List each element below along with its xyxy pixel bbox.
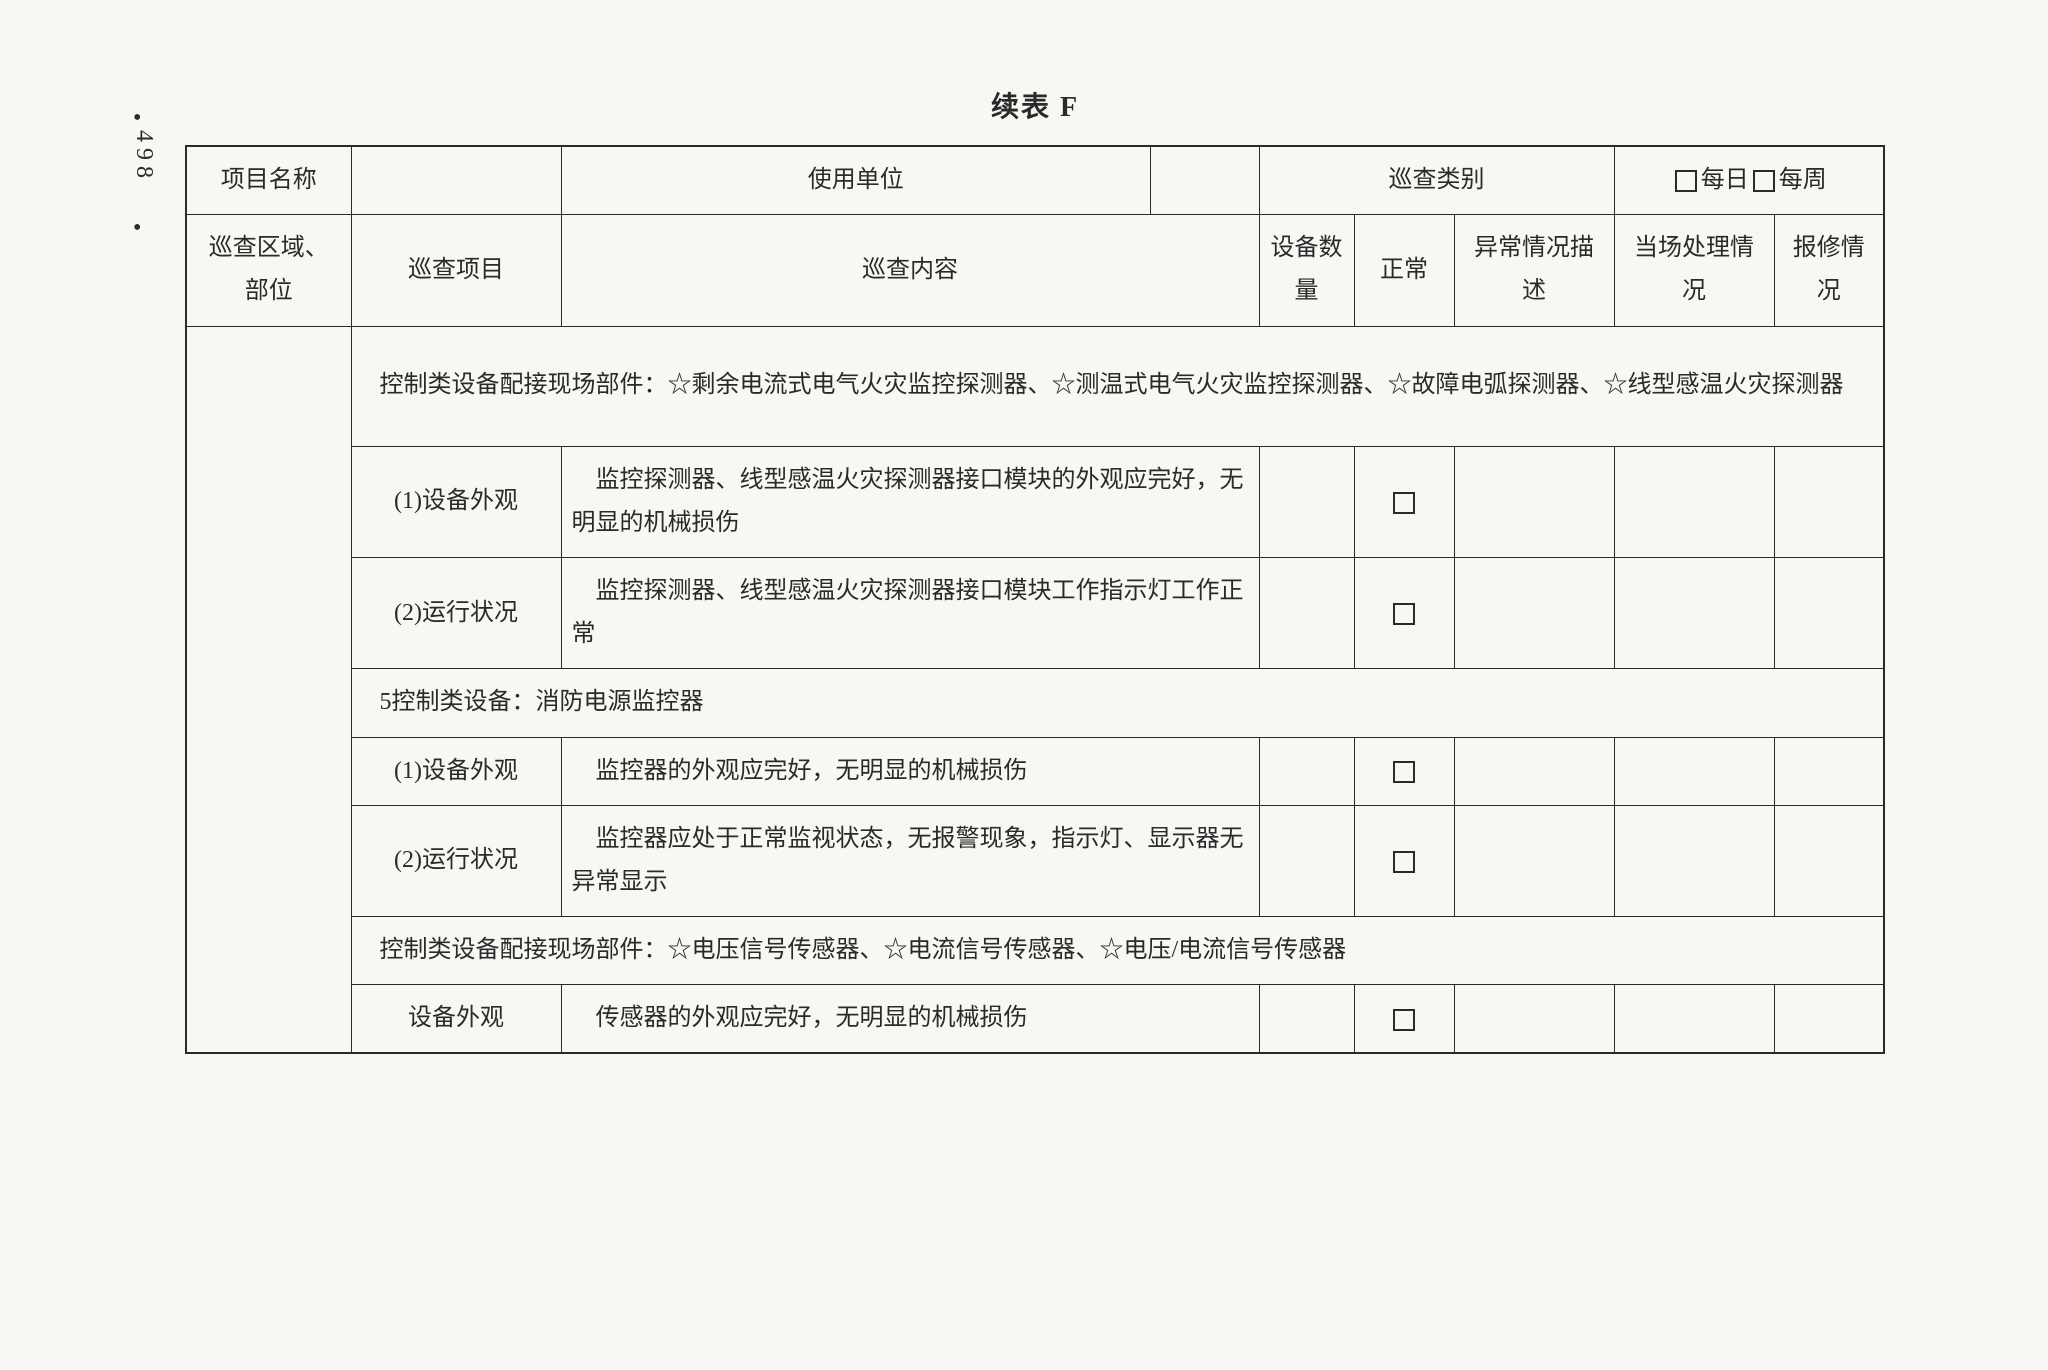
abnormal-cell [1454,805,1614,916]
label-repair: 报修情况 [1774,215,1884,326]
section-1-header-row: 控制类设备配接现场部件：☆剩余电流式电气火灾监控探测器、☆测温式电气火灾监控探测… [186,326,1884,446]
area-cell [186,326,351,1053]
label-weekly: 每周 [1779,167,1827,193]
content-cell: 监控探测器、线型感温火灾探测器接口模块的外观应完好，无明显的机械损伤 [561,446,1259,557]
normal-cell [1354,557,1454,668]
repair-cell [1774,985,1884,1054]
label-content: 巡查内容 [561,215,1259,326]
checkbox-weekly[interactable] [1753,170,1775,192]
abnormal-cell [1454,985,1614,1054]
content-cell: 监控探测器、线型感温火灾探测器接口模块工作指示灯工作正常 [561,557,1259,668]
qty-cell [1259,805,1354,916]
repair-cell [1774,737,1884,805]
section-3-header-row: 控制类设备配接现场部件：☆电压信号传感器、☆电流信号传感器、☆电压/电流信号传感… [186,917,1884,985]
checkbox-normal[interactable] [1393,603,1415,625]
label-inspect-type: 巡查类别 [1259,146,1614,215]
label-normal: 正常 [1354,215,1454,326]
qty-cell [1259,737,1354,805]
page-dot-top: • [133,105,141,132]
item-label: (1)设备外观 [351,737,561,805]
handle-cell [1614,446,1774,557]
inspection-table: 项目名称 使用单位 巡查类别 每日 每周 巡查区域、部位 巡查项目 巡查内容 设备… [185,145,1885,1054]
table-row: (1)设备外观 监控探测器、线型感温火灾探测器接口模块的外观应完好，无明显的机械… [186,446,1884,557]
label-qty: 设备数量 [1259,215,1354,326]
content-cell: 监控器应处于正常监视状态，无报警现象，指示灯、显示器无异常显示 [561,805,1259,916]
section-2-header: 5控制类设备：消防电源监控器 [351,669,1884,737]
qty-cell [1259,985,1354,1054]
document-container: 续表 F 项目名称 使用单位 巡查类别 每日 每周 巡查区域、部位 巡查项目 巡查… [185,85,1885,1054]
normal-cell [1354,985,1454,1054]
checkbox-normal[interactable] [1393,1009,1415,1031]
table-row: 设备外观 传感器的外观应完好，无明显的机械损伤 [186,985,1884,1054]
qty-cell [1259,446,1354,557]
frequency-cell: 每日 每周 [1614,146,1884,215]
table-row: (2)运行状况 监控器应处于正常监视状态，无报警现象，指示灯、显示器无异常显示 [186,805,1884,916]
item-label: 设备外观 [351,985,561,1054]
section-1-header: 控制类设备配接现场部件：☆剩余电流式电气火灾监控探测器、☆测温式电气火灾监控探测… [351,326,1884,446]
abnormal-cell [1454,737,1614,805]
label-user-unit: 使用单位 [561,146,1151,215]
label-daily: 每日 [1701,167,1749,193]
table-row: (2)运行状况 监控探测器、线型感温火灾探测器接口模块工作指示灯工作正常 [186,557,1884,668]
header-row-2: 巡查区域、部位 巡查项目 巡查内容 设备数量 正常 异常情况描述 当场处理情况 … [186,215,1884,326]
checkbox-normal[interactable] [1393,851,1415,873]
qty-cell [1259,557,1354,668]
abnormal-cell [1454,557,1614,668]
checkbox-normal[interactable] [1393,492,1415,514]
blank-project-name [351,146,561,215]
abnormal-cell [1454,446,1614,557]
blank-user-unit [1151,146,1259,215]
checkbox-daily[interactable] [1675,170,1697,192]
repair-cell [1774,446,1884,557]
normal-cell [1354,446,1454,557]
item-label: (2)运行状况 [351,557,561,668]
section-2-header-row: 5控制类设备：消防电源监控器 [186,669,1884,737]
label-project-name: 项目名称 [186,146,351,215]
section-3-header: 控制类设备配接现场部件：☆电压信号传感器、☆电流信号传感器、☆电压/电流信号传感… [351,917,1884,985]
label-item: 巡查项目 [351,215,561,326]
repair-cell [1774,805,1884,916]
content-cell: 传感器的外观应完好，无明显的机械损伤 [561,985,1259,1054]
header-row-1: 项目名称 使用单位 巡查类别 每日 每周 [186,146,1884,215]
handle-cell [1614,557,1774,668]
checkbox-normal[interactable] [1393,761,1415,783]
normal-cell [1354,737,1454,805]
repair-cell [1774,557,1884,668]
content-cell: 监控器的外观应完好，无明显的机械损伤 [561,737,1259,805]
page-number: 498 [130,130,157,184]
page-dot-bottom: • [133,215,141,242]
table-row: (1)设备外观 监控器的外观应完好，无明显的机械损伤 [186,737,1884,805]
item-label: (1)设备外观 [351,446,561,557]
normal-cell [1354,805,1454,916]
label-handle: 当场处理情况 [1614,215,1774,326]
handle-cell [1614,985,1774,1054]
label-area: 巡查区域、部位 [186,215,351,326]
label-abnormal: 异常情况描述 [1454,215,1614,326]
item-label: (2)运行状况 [351,805,561,916]
handle-cell [1614,805,1774,916]
table-title: 续表 F [185,85,1885,125]
handle-cell [1614,737,1774,805]
